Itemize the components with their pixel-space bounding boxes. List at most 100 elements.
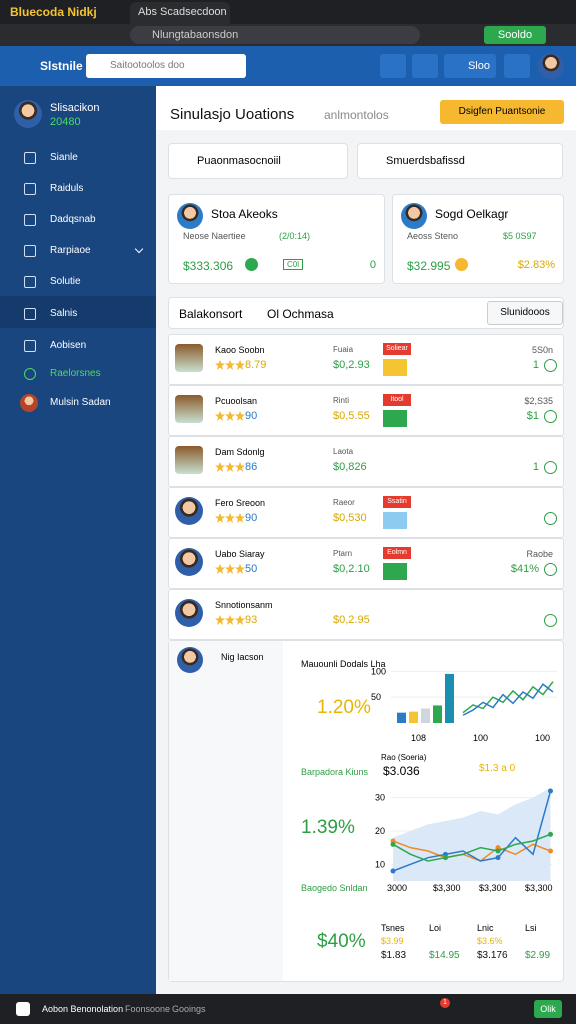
- card-right: 0: [369, 259, 376, 271]
- header-button[interactable]: [504, 54, 530, 78]
- row-name: Uabo Siaray: [215, 549, 265, 559]
- card-name: Stoa Akeoks: [211, 207, 278, 221]
- tab-bar: Bluecoda Nidkj Abs Scadsecdoon: [0, 0, 576, 24]
- app-icon[interactable]: [16, 1002, 30, 1016]
- profile-badge: 20480: [50, 116, 81, 128]
- panel-column: [169, 641, 283, 981]
- x-tick-label: 3000: [387, 883, 407, 893]
- card-sub: Neose Naertiee: [183, 231, 246, 241]
- stars: [215, 462, 245, 472]
- status-icon: [544, 410, 557, 423]
- url-field[interactable]: [130, 26, 420, 44]
- column-head: Tsnes: [381, 923, 405, 933]
- chart-title: Barpadora Kiuns: [301, 767, 369, 777]
- star: [225, 564, 235, 574]
- task-button[interactable]: Olik: [534, 1000, 562, 1018]
- column-sub: $3.6%: [477, 936, 503, 946]
- row-tag: Eolmn: [383, 547, 411, 559]
- filter-input[interactable]: Puaonmasocnoiil: [168, 143, 348, 179]
- nav-item[interactable]: Raelorsnes: [50, 368, 101, 379]
- status-dot: [245, 258, 258, 271]
- card-badge: C0l: [283, 259, 304, 270]
- x-tick-label: $3,300: [525, 883, 553, 893]
- nav-item[interactable]: Aobisen: [50, 340, 87, 351]
- item-icon: [24, 340, 36, 352]
- row-block: [383, 512, 407, 529]
- card-right: $2.83%: [517, 259, 555, 271]
- summary-card: Stoa Akeoks Neose Naertiee (2/0:14) $333.30…: [168, 194, 385, 284]
- row-rating: 90: [245, 512, 258, 524]
- dropdown[interactable]: Slunidooos: [487, 301, 563, 325]
- app-name[interactable]: Aobon Benonolation: [42, 1004, 124, 1014]
- title-bar: Sinulasjo Uoations anlmontolos Dsigfen P…: [156, 86, 576, 130]
- item-icon: [24, 245, 36, 257]
- item-icon: [24, 183, 36, 195]
- bar-chart: 50 100 108 100 100: [371, 666, 557, 743]
- point: [390, 841, 396, 847]
- point: [390, 868, 396, 874]
- card-sub: Aeoss Steno: [407, 231, 459, 241]
- row-avatar: [175, 599, 203, 627]
- list-row: Pcuoolsan 90 Rinti $0,5.55 Itool $2,S35 $1: [168, 385, 564, 436]
- highlight: $1.3 a 0: [479, 763, 516, 774]
- y-tick-label: 20: [375, 826, 385, 836]
- nav-item[interactable]: Rarpiaoe: [50, 245, 91, 256]
- tab-title[interactable]: Bluecoda Nidkj: [10, 5, 97, 19]
- search-box[interactable]: [86, 54, 246, 78]
- star: [235, 462, 245, 472]
- row-value: $0,826: [333, 461, 367, 473]
- row-value: $0,530: [333, 512, 367, 524]
- card-avatar: [177, 203, 203, 229]
- extension-button[interactable]: Sooldo: [484, 26, 546, 44]
- menu-button[interactable]: Sloo: [444, 54, 496, 78]
- action-button[interactable]: Dsigfen Puantsonie: [440, 100, 564, 124]
- nav-item[interactable]: Sianle: [50, 152, 78, 163]
- nav-item[interactable]: Salnis: [50, 308, 78, 319]
- nav-item[interactable]: Raiduls: [50, 183, 84, 194]
- tab[interactable]: [130, 2, 230, 24]
- star: [235, 564, 245, 574]
- star: [225, 513, 235, 523]
- task-item[interactable]: Gooings: [172, 1004, 206, 1014]
- x-tick-label: $3,300: [433, 883, 461, 893]
- nav-item[interactable]: Dadqsnab: [50, 214, 96, 225]
- star: [215, 462, 225, 472]
- filter-input[interactable]: Smuerdsbafissd: [357, 143, 563, 179]
- row-name: Dam Sdonlg: [215, 447, 265, 457]
- star: [235, 360, 245, 370]
- star: [215, 360, 225, 370]
- y-tick-label: 10: [375, 859, 385, 869]
- item-icon: [24, 308, 36, 320]
- star: [225, 615, 235, 625]
- point: [548, 848, 553, 854]
- filter-text: Smuerdsbafissd: [386, 155, 465, 167]
- card-value: $32.995: [407, 259, 451, 273]
- point: [495, 848, 501, 854]
- row-label: Laota: [333, 447, 354, 456]
- stars: [215, 513, 245, 523]
- nav-item[interactable]: Solutie: [50, 276, 81, 287]
- row-avatar: [175, 548, 203, 576]
- star: [215, 513, 225, 523]
- task-item[interactable]: Foonsoone: [125, 1004, 171, 1014]
- filter-text: Puaonmasocnoiil: [197, 155, 281, 167]
- row-label: Fuaia: [333, 345, 354, 354]
- star: [215, 615, 225, 625]
- app-header: Slstnile Saitootoolos doo Sloo: [0, 46, 576, 86]
- chart-panel: Nig Iacson Mauounli Dodals Lha 1.20% Bar…: [168, 640, 564, 982]
- profile-avatar: [14, 100, 42, 128]
- headline: $3.036: [383, 764, 420, 778]
- status-icon: [544, 461, 557, 474]
- row-avatar: [175, 446, 203, 474]
- nav-item[interactable]: Mulsin Sadan: [50, 397, 111, 408]
- taskbar: Aobon Benonolation Foonsoone Gooings 1 O…: [0, 994, 576, 1024]
- row-rating: 8.79: [245, 359, 267, 371]
- header-button[interactable]: [380, 54, 406, 78]
- row-block: [383, 359, 407, 376]
- card-sub-value: $5 0S97: [503, 231, 537, 241]
- row-label: Raeor: [333, 498, 355, 507]
- header-button[interactable]: [412, 54, 438, 78]
- chart-title: Baogedo Snldan: [301, 883, 368, 893]
- user-avatar[interactable]: [538, 53, 564, 79]
- line: [392, 833, 551, 862]
